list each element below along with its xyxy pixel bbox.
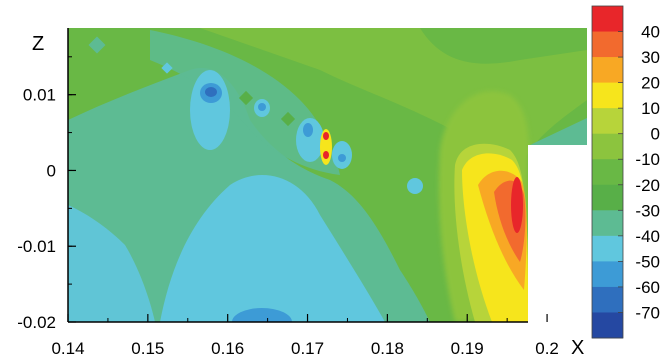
spot-plus-core2 — [323, 151, 329, 159]
colorbar-label: 0 — [651, 125, 660, 144]
diamond-1 — [88, 36, 106, 54]
colorbar-swatch — [592, 210, 623, 237]
blob-minus50-3 — [258, 103, 266, 111]
x-tick-label: 0.19 — [451, 339, 484, 358]
colorbar-label: 40 — [641, 23, 660, 42]
blob-minus40-2 — [296, 118, 324, 162]
blob-minus40-1 — [190, 70, 230, 150]
colorbar-border — [591, 5, 624, 339]
spot-plus-core1 — [323, 132, 329, 140]
colorbar-label: -30 — [635, 201, 660, 220]
colorbar-swatch — [592, 82, 623, 109]
colorbar-label: -50 — [635, 252, 660, 271]
colorbar-label: -10 — [635, 150, 660, 169]
colorbar-label: 30 — [641, 48, 660, 67]
colorbar-label: -70 — [635, 303, 660, 322]
band-minus40-bottom — [160, 175, 385, 322]
colorbar-label: -20 — [635, 176, 660, 195]
colorbar-swatch — [592, 184, 623, 211]
x-tick-label: 0.17 — [291, 339, 324, 358]
x-tick-label: 0.14 — [51, 339, 84, 358]
colorbar-swatch — [592, 235, 623, 262]
colorbar-label: -40 — [635, 227, 660, 246]
x-tick-label: 0.15 — [131, 339, 164, 358]
colorbar-swatch — [592, 31, 623, 58]
x-tick-label: 0.2 — [535, 339, 559, 358]
contour-field — [68, 28, 587, 322]
blob-minus50-4 — [338, 154, 346, 162]
y-tick-label: 0.01 — [23, 86, 56, 105]
blob-minus40-5 — [407, 178, 423, 194]
spot-plus — [320, 129, 332, 165]
x-tick-label: 0.18 — [371, 339, 404, 358]
colorbar-label: 10 — [641, 99, 660, 118]
colorbar-swatch — [592, 108, 623, 135]
colorbar-swatch — [592, 261, 623, 288]
y-tick-label: -0.02 — [17, 313, 56, 332]
colorbar-swatch — [592, 57, 623, 84]
diamond-4 — [280, 111, 296, 127]
colorbar-swatch — [592, 6, 623, 33]
y-tick-label: 0 — [47, 161, 56, 180]
band-minus30-right — [530, 118, 587, 145]
blob-minus50-2 — [303, 123, 313, 137]
blank-region — [528, 145, 587, 322]
y-tick-label: -0.01 — [17, 237, 56, 256]
x-axis-title: X — [571, 337, 584, 359]
colorbar-swatch — [592, 312, 623, 339]
x-tick-label: 0.16 — [211, 339, 244, 358]
lobe-core — [511, 177, 523, 233]
axes: 0.14 0.15 0.16 0.17 0.18 0.19 0.2 -0.02 -0.01 0 0… — [17, 28, 584, 359]
colorbar-label: -60 — [635, 278, 660, 297]
y-axis-title: Z — [32, 33, 44, 55]
x-ticks: 0.14 0.15 0.16 0.17 0.18 0.19 0.2 — [51, 314, 559, 358]
colorbar-swatch — [592, 133, 623, 160]
blob-minus60-1 — [205, 87, 217, 97]
y-ticks: -0.02 -0.01 0 0.01 — [17, 56, 76, 332]
colorbar-swatch — [592, 286, 623, 313]
colorbar: 40 30 20 10 0 -10 -20 -30 -40 -50 -60 -70 — [591, 5, 660, 339]
blob-minus50-5 — [232, 308, 292, 322]
colorbar-label: 20 — [641, 74, 660, 93]
band-minus40-left — [68, 205, 155, 322]
colorbar-swatch — [592, 159, 623, 186]
